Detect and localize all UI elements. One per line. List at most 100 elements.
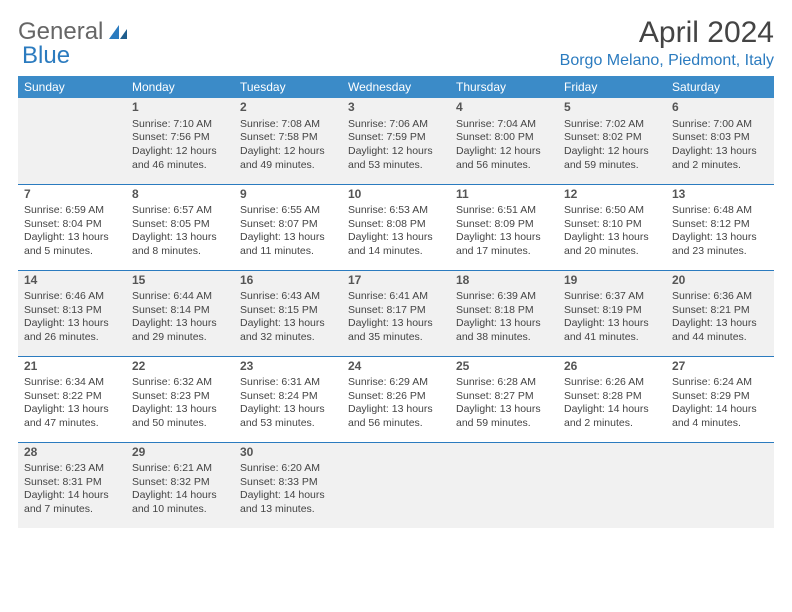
daylight-line: Daylight: 14 hours and 7 minutes. [24,489,120,516]
day-content: Sunrise: 7:00 AMSunset: 8:03 PMDaylight:… [672,118,768,173]
calendar-cell [666,442,774,528]
day-content: Sunrise: 6:51 AMSunset: 8:09 PMDaylight:… [456,204,552,259]
sunrise-line: Sunrise: 6:28 AM [456,376,552,390]
weekday-header: Saturday [666,76,774,98]
day-number: 4 [456,100,552,116]
calendar-cell: 14Sunrise: 6:46 AMSunset: 8:13 PMDayligh… [18,270,126,356]
day-number: 5 [564,100,660,116]
day-number: 23 [240,359,336,375]
day-number: 21 [24,359,120,375]
sunset-line: Sunset: 8:15 PM [240,304,336,318]
calendar-cell: 12Sunrise: 6:50 AMSunset: 8:10 PMDayligh… [558,184,666,270]
daylight-line: Daylight: 13 hours and 59 minutes. [456,403,552,430]
sunset-line: Sunset: 8:33 PM [240,476,336,490]
sunset-line: Sunset: 8:31 PM [24,476,120,490]
calendar-cell: 2Sunrise: 7:08 AMSunset: 7:58 PMDaylight… [234,98,342,184]
calendar-cell: 18Sunrise: 6:39 AMSunset: 8:18 PMDayligh… [450,270,558,356]
daylight-line: Daylight: 12 hours and 56 minutes. [456,145,552,172]
day-content: Sunrise: 6:55 AMSunset: 8:07 PMDaylight:… [240,204,336,259]
sunset-line: Sunset: 8:18 PM [456,304,552,318]
sunrise-line: Sunrise: 7:08 AM [240,118,336,132]
day-number: 26 [564,359,660,375]
sunset-line: Sunset: 8:29 PM [672,390,768,404]
day-number: 1 [132,100,228,116]
day-number: 16 [240,273,336,289]
day-number: 25 [456,359,552,375]
calendar-cell: 25Sunrise: 6:28 AMSunset: 8:27 PMDayligh… [450,356,558,442]
calendar-cell: 7Sunrise: 6:59 AMSunset: 8:04 PMDaylight… [18,184,126,270]
sunset-line: Sunset: 7:59 PM [348,131,444,145]
sunset-line: Sunset: 8:04 PM [24,218,120,232]
day-content: Sunrise: 6:59 AMSunset: 8:04 PMDaylight:… [24,204,120,259]
day-content: Sunrise: 6:50 AMSunset: 8:10 PMDaylight:… [564,204,660,259]
sunrise-line: Sunrise: 6:36 AM [672,290,768,304]
title-block: April 2024 Borgo Melano, Piedmont, Italy [560,16,774,70]
sunset-line: Sunset: 8:17 PM [348,304,444,318]
sunset-line: Sunset: 8:32 PM [132,476,228,490]
daylight-line: Daylight: 14 hours and 13 minutes. [240,489,336,516]
day-content: Sunrise: 6:44 AMSunset: 8:14 PMDaylight:… [132,290,228,345]
day-content: Sunrise: 6:26 AMSunset: 8:28 PMDaylight:… [564,376,660,431]
day-content: Sunrise: 6:39 AMSunset: 8:18 PMDaylight:… [456,290,552,345]
day-number: 22 [132,359,228,375]
sunrise-line: Sunrise: 7:10 AM [132,118,228,132]
daylight-line: Daylight: 13 hours and 2 minutes. [672,145,768,172]
header: General April 2024 Borgo Melano, Piedmon… [18,16,774,70]
day-content: Sunrise: 6:31 AMSunset: 8:24 PMDaylight:… [240,376,336,431]
daylight-line: Daylight: 13 hours and 26 minutes. [24,317,120,344]
calendar-cell: 15Sunrise: 6:44 AMSunset: 8:14 PMDayligh… [126,270,234,356]
calendar-cell [342,442,450,528]
sunset-line: Sunset: 7:56 PM [132,131,228,145]
weekday-header: Thursday [450,76,558,98]
calendar-cell: 3Sunrise: 7:06 AMSunset: 7:59 PMDaylight… [342,98,450,184]
day-content: Sunrise: 6:48 AMSunset: 8:12 PMDaylight:… [672,204,768,259]
daylight-line: Daylight: 13 hours and 14 minutes. [348,231,444,258]
month-title: April 2024 [560,16,774,50]
calendar-cell: 8Sunrise: 6:57 AMSunset: 8:05 PMDaylight… [126,184,234,270]
location: Borgo Melano, Piedmont, Italy [560,52,774,70]
day-content: Sunrise: 7:04 AMSunset: 8:00 PMDaylight:… [456,118,552,173]
sunrise-line: Sunrise: 6:20 AM [240,462,336,476]
day-number: 18 [456,273,552,289]
sunrise-line: Sunrise: 6:24 AM [672,376,768,390]
day-content: Sunrise: 6:20 AMSunset: 8:33 PMDaylight:… [240,462,336,517]
sunrise-line: Sunrise: 6:23 AM [24,462,120,476]
sunrise-line: Sunrise: 7:02 AM [564,118,660,132]
daylight-line: Daylight: 12 hours and 49 minutes. [240,145,336,172]
sunset-line: Sunset: 8:13 PM [24,304,120,318]
sunrise-line: Sunrise: 6:48 AM [672,204,768,218]
day-content: Sunrise: 7:10 AMSunset: 7:56 PMDaylight:… [132,118,228,173]
sunrise-line: Sunrise: 6:31 AM [240,376,336,390]
sunrise-line: Sunrise: 6:51 AM [456,204,552,218]
day-content: Sunrise: 7:06 AMSunset: 7:59 PMDaylight:… [348,118,444,173]
calendar-row: 28Sunrise: 6:23 AMSunset: 8:31 PMDayligh… [18,442,774,528]
weekday-header: Sunday [18,76,126,98]
calendar-cell [558,442,666,528]
sunrise-line: Sunrise: 6:26 AM [564,376,660,390]
day-number: 14 [24,273,120,289]
calendar-cell: 9Sunrise: 6:55 AMSunset: 8:07 PMDaylight… [234,184,342,270]
calendar-cell: 4 Sunrise: 7:04 AMSunset: 8:00 PMDaylight… [450,98,558,184]
daylight-line: Daylight: 13 hours and 17 minutes. [456,231,552,258]
day-content: Sunrise: 6:34 AMSunset: 8:22 PMDaylight:… [24,376,120,431]
sunrise-line: Sunrise: 7:04 AM [456,118,552,132]
sunset-line: Sunset: 8:24 PM [240,390,336,404]
weekday-header-row: Sunday Monday Tuesday Wednesday Thursday… [18,76,774,98]
sunset-line: Sunset: 8:14 PM [132,304,228,318]
sunset-line: Sunset: 8:08 PM [348,218,444,232]
daylight-line: Daylight: 13 hours and 53 minutes. [240,403,336,430]
daylight-line: Daylight: 12 hours and 53 minutes. [348,145,444,172]
sunrise-line: Sunrise: 6:32 AM [132,376,228,390]
day-content: Sunrise: 6:43 AMSunset: 8:15 PMDaylight:… [240,290,336,345]
day-content: Sunrise: 6:21 AMSunset: 8:32 PMDaylight:… [132,462,228,517]
sunrise-line: Sunrise: 6:46 AM [24,290,120,304]
daylight-line: Daylight: 13 hours and 29 minutes. [132,317,228,344]
sunset-line: Sunset: 8:09 PM [456,218,552,232]
sunset-line: Sunset: 8:03 PM [672,131,768,145]
sunrise-line: Sunrise: 6:39 AM [456,290,552,304]
sunrise-line: Sunrise: 6:55 AM [240,204,336,218]
daylight-line: Daylight: 13 hours and 56 minutes. [348,403,444,430]
day-number: 15 [132,273,228,289]
day-number: 19 [564,273,660,289]
calendar-row: 1Sunrise: 7:10 AMSunset: 7:56 PMDaylight… [18,98,774,184]
